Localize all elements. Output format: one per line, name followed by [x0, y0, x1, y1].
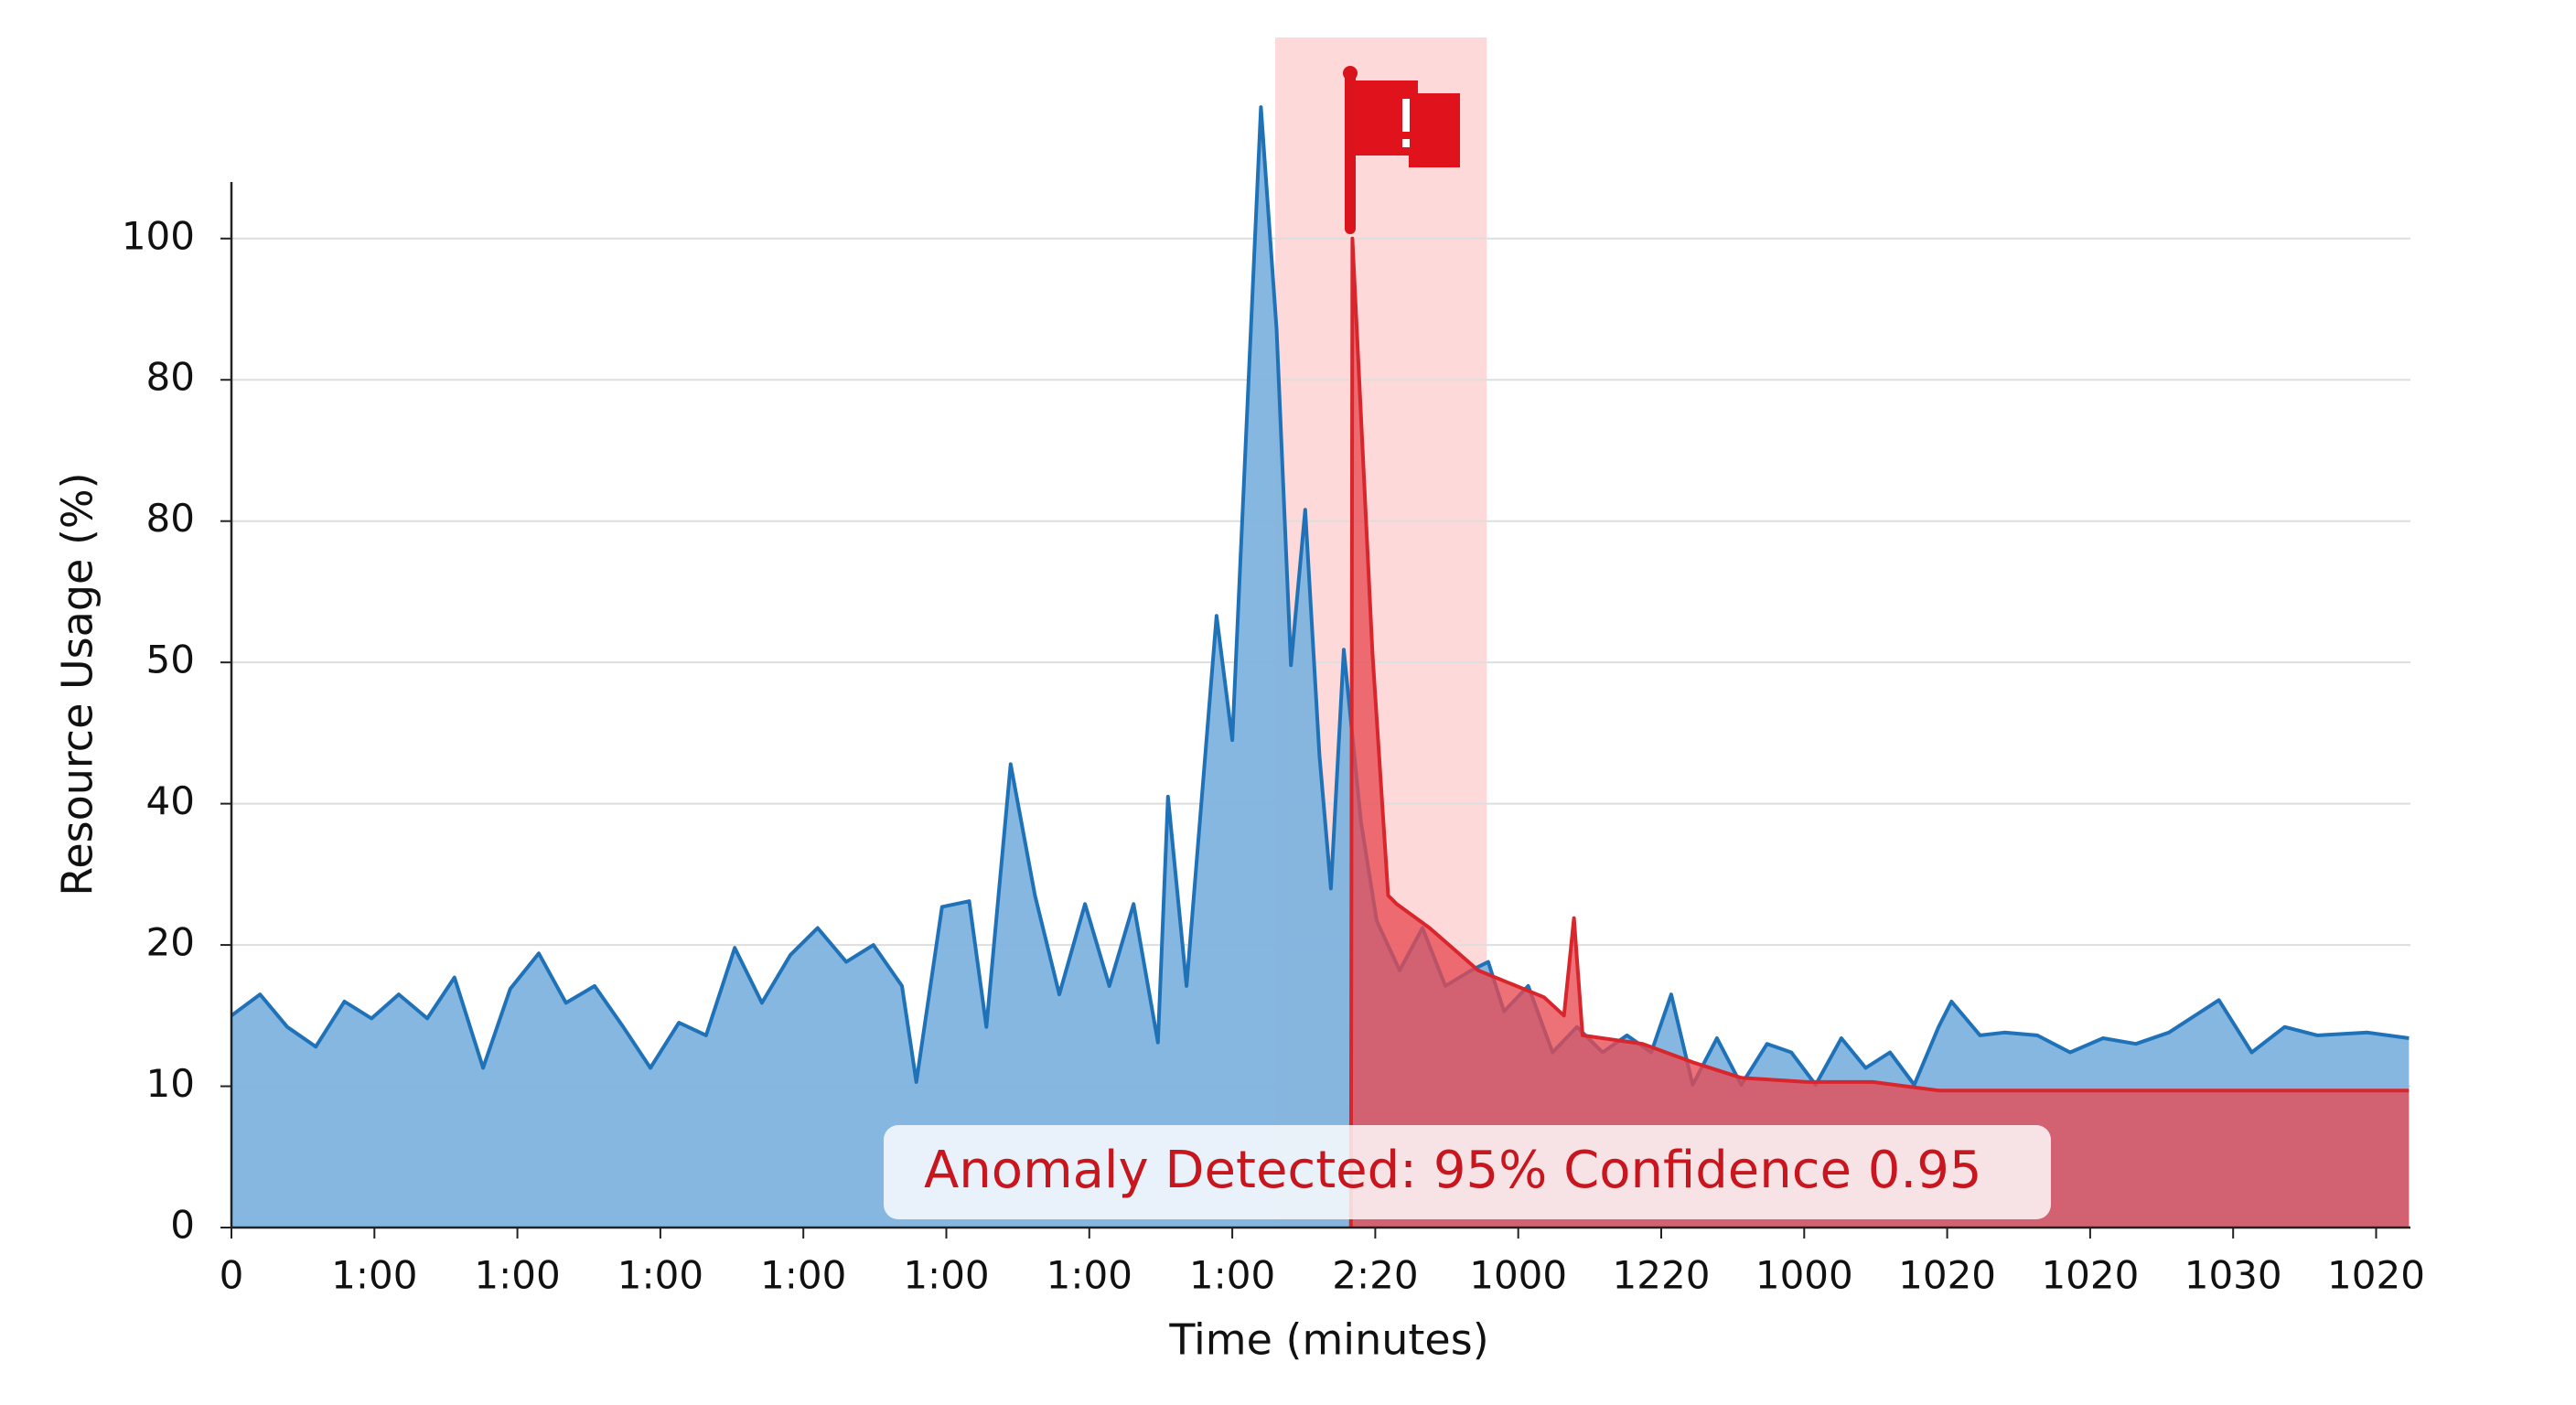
x-tick-label: 1:00 [617, 1253, 703, 1298]
x-tick-label: 1:00 [760, 1253, 846, 1298]
y-tick-label: 20 [146, 920, 195, 965]
x-tick-label: 1:00 [1189, 1253, 1275, 1298]
y-tick-label: 100 [122, 213, 195, 258]
y-axis-title: Resource Usage (%) [53, 472, 102, 896]
y-tick-label: 50 [146, 638, 195, 682]
x-tick-label: 1020 [2041, 1253, 2139, 1298]
x-tick-label: 1030 [2184, 1253, 2282, 1298]
y-tick-label: 0 [170, 1203, 195, 1248]
line [1348, 236, 2410, 1228]
x-tick-label: 1020 [1898, 1253, 1996, 1298]
x-tick-label: 1000 [1469, 1253, 1567, 1298]
line [230, 105, 2410, 1087]
y-tick-label: 80 [146, 496, 195, 541]
x-tick-label: 0 [220, 1253, 244, 1298]
x-axis-title: Time (minutes) [1168, 1315, 1488, 1365]
x-tick-label: 2:20 [1332, 1253, 1418, 1298]
x-tick-label: 1:00 [331, 1253, 417, 1298]
x-tick-label: 1220 [1613, 1253, 1711, 1298]
y-tick-label: 10 [146, 1061, 195, 1106]
y-tick-label: 80 [146, 355, 195, 400]
x-tick-label: 1:00 [903, 1253, 989, 1298]
annotation: Anomaly Detected: 95% Confidence 0.95 [924, 1141, 1981, 1200]
x-tick-label: 1:00 [1046, 1253, 1132, 1298]
flag-dot [1402, 139, 1410, 147]
x-tick-label: 1000 [1755, 1253, 1853, 1298]
flag-knob [1343, 66, 1358, 80]
anomaly-flag [1343, 66, 1460, 234]
x-tick-label: 1:00 [474, 1253, 560, 1298]
y-tick-label: 40 [146, 778, 195, 823]
x-tick-label: 1020 [2327, 1253, 2425, 1298]
annotation-box [884, 1125, 2051, 1219]
flag-mark [1402, 99, 1410, 132]
